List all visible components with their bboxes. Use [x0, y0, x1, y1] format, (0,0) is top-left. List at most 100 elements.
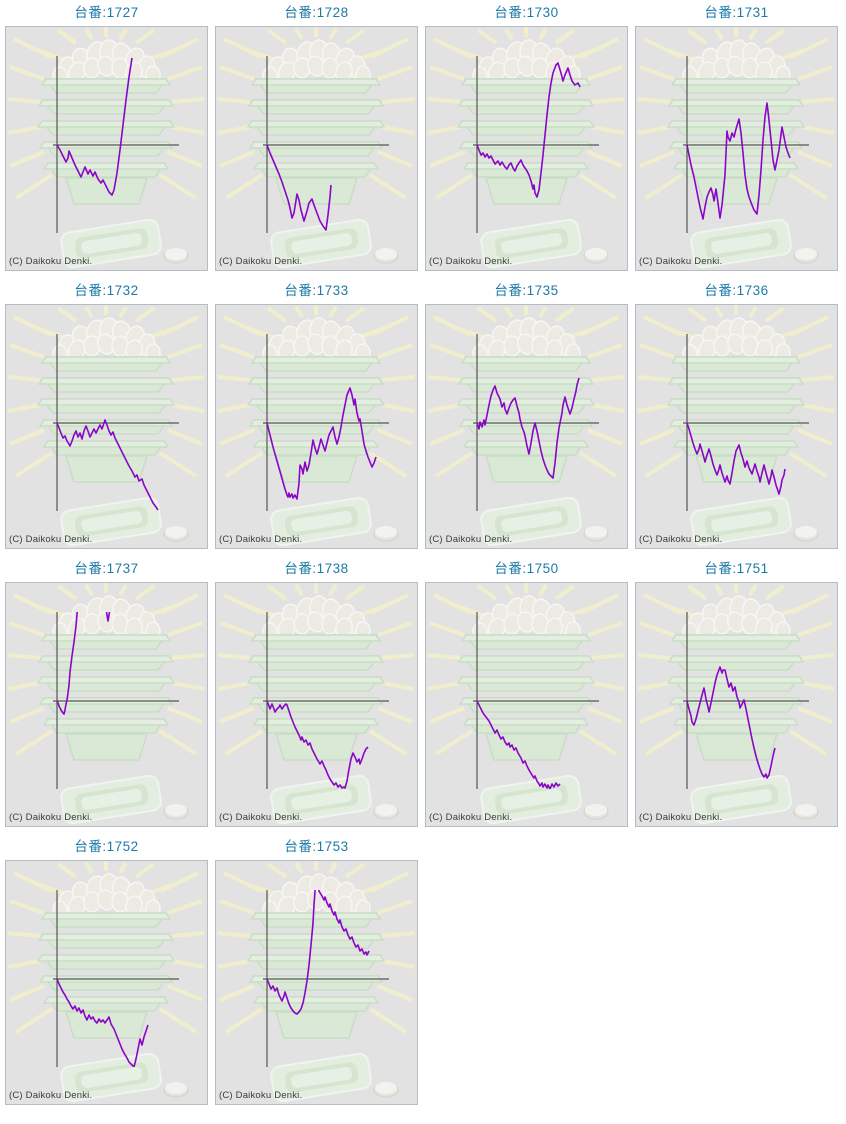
payout-line: [266, 387, 377, 500]
machine-title: 台番:1732: [74, 283, 139, 298]
machine-title: 台番:1738: [284, 561, 349, 576]
machine-title: 台番:1753: [284, 839, 349, 854]
payout-graph: [426, 27, 626, 270]
machine-illustration: [426, 305, 626, 548]
machine-chart: (C) Daikoku Denki.: [635, 582, 838, 827]
payout-graph: [6, 305, 206, 548]
machine-card: 台番:1728 (C) Daikoku Denki.: [215, 2, 418, 271]
payout-graph: [216, 27, 416, 270]
payout-line: [686, 102, 791, 220]
machine-chart: (C) Daikoku Denki.: [635, 304, 838, 549]
machine-illustration: [216, 27, 416, 270]
payout-graph: [6, 27, 206, 270]
copyright-label: (C) Daikoku Denki.: [429, 534, 513, 545]
payout-line: [105, 612, 111, 622]
machine-title: 台番:1733: [284, 283, 349, 298]
machine-chart: (C) Daikoku Denki.: [215, 860, 418, 1105]
machine-card: 台番:1752 (C) Daikoku Denki.: [5, 836, 208, 1105]
payout-line: [476, 62, 581, 198]
payout-graph: [216, 305, 416, 548]
payout-line: [476, 700, 561, 789]
machine-chart: (C) Daikoku Denki.: [425, 582, 628, 827]
machine-card: 台番:1737 (C) Daikoku Denki.: [5, 558, 208, 827]
machine-chart: (C) Daikoku Denki.: [425, 304, 628, 549]
payout-graph: [6, 861, 206, 1104]
payout-graph: [426, 583, 626, 826]
payout-line: [266, 700, 369, 789]
copyright-label: (C) Daikoku Denki.: [639, 534, 723, 545]
payout-graph: [426, 305, 626, 548]
payout-line: [56, 57, 133, 196]
machine-illustration: [6, 861, 206, 1104]
copyright-label: (C) Daikoku Denki.: [219, 534, 303, 545]
machine-title: 台番:1736: [704, 283, 769, 298]
machine-illustration: [426, 583, 626, 826]
machine-title: 台番:1731: [704, 5, 769, 20]
payout-line: [56, 978, 149, 1067]
machine-chart: (C) Daikoku Denki.: [215, 304, 418, 549]
machine-title: 台番:1728: [284, 5, 349, 20]
machine-chart: (C) Daikoku Denki.: [425, 26, 628, 271]
payout-line: [686, 666, 776, 779]
machine-title: 台番:1752: [74, 839, 139, 854]
copyright-label: (C) Daikoku Denki.: [429, 256, 513, 267]
machine-card: 台番:1736 (C) Daikoku Denki.: [635, 280, 838, 549]
machine-illustration: [216, 861, 416, 1104]
payout-graph: [636, 583, 836, 826]
payout-graph: [6, 583, 206, 826]
machine-card: 台番:1732 (C) Daikoku Denki.: [5, 280, 208, 549]
payout-graph: [636, 305, 836, 548]
machine-illustration: [6, 583, 206, 826]
copyright-label: (C) Daikoku Denki.: [219, 256, 303, 267]
machine-title: 台番:1750: [494, 561, 559, 576]
machine-chart: (C) Daikoku Denki.: [635, 26, 838, 271]
payout-line: [56, 612, 79, 715]
machine-illustration: [636, 27, 836, 270]
machine-illustration: [216, 583, 416, 826]
machine-title: 台番:1751: [704, 561, 769, 576]
machine-title: 台番:1737: [74, 561, 139, 576]
machine-card: 台番:1727 (C) Daikoku Denki.: [5, 2, 208, 271]
machine-chart: (C) Daikoku Denki.: [5, 860, 208, 1105]
machine-card: 台番:1731 (C) Daikoku Denki.: [635, 2, 838, 271]
machine-illustration: [426, 27, 626, 270]
copyright-label: (C) Daikoku Denki.: [639, 812, 723, 823]
payout-line: [56, 419, 159, 511]
machine-chart: (C) Daikoku Denki.: [215, 582, 418, 827]
machine-title: 台番:1735: [494, 283, 559, 298]
machine-illustration: [216, 305, 416, 548]
machine-chart: (C) Daikoku Denki.: [215, 26, 418, 271]
copyright-label: (C) Daikoku Denki.: [9, 256, 93, 267]
copyright-label: (C) Daikoku Denki.: [219, 1090, 303, 1101]
copyright-label: (C) Daikoku Denki.: [9, 812, 93, 823]
machine-card: 台番:1730 (C) Daikoku Denki.: [425, 2, 628, 271]
copyright-label: (C) Daikoku Denki.: [219, 812, 303, 823]
machine-card: 台番:1750 (C) Daikoku Denki.: [425, 558, 628, 827]
machine-illustration: [636, 583, 836, 826]
machine-card: 台番:1753 (C) Daikoku Denki.: [215, 836, 418, 1105]
machine-title: 台番:1730: [494, 5, 559, 20]
copyright-label: (C) Daikoku Denki.: [639, 256, 723, 267]
machine-illustration: [6, 27, 206, 270]
payout-line: [476, 377, 580, 479]
payout-graph: [216, 861, 416, 1104]
machine-card: 台番:1735 (C) Daikoku Denki.: [425, 280, 628, 549]
payout-line: [266, 890, 370, 1015]
copyright-label: (C) Daikoku Denki.: [9, 534, 93, 545]
machine-title: 台番:1727: [74, 5, 139, 20]
copyright-label: (C) Daikoku Denki.: [429, 812, 513, 823]
payout-line: [266, 144, 332, 231]
machine-card: 台番:1751 (C) Daikoku Denki.: [635, 558, 838, 827]
machine-card: 台番:1733 (C) Daikoku Denki.: [215, 280, 418, 549]
copyright-label: (C) Daikoku Denki.: [9, 1090, 93, 1101]
machine-illustration: [6, 305, 206, 548]
machine-chart: (C) Daikoku Denki.: [5, 304, 208, 549]
payout-graph: [216, 583, 416, 826]
machine-chart: (C) Daikoku Denki.: [5, 26, 208, 271]
payout-graph: [636, 27, 836, 270]
machine-illustration: [636, 305, 836, 548]
machine-chart: (C) Daikoku Denki.: [5, 582, 208, 827]
payout-line: [686, 422, 786, 495]
machine-card: 台番:1738 (C) Daikoku Denki.: [215, 558, 418, 827]
